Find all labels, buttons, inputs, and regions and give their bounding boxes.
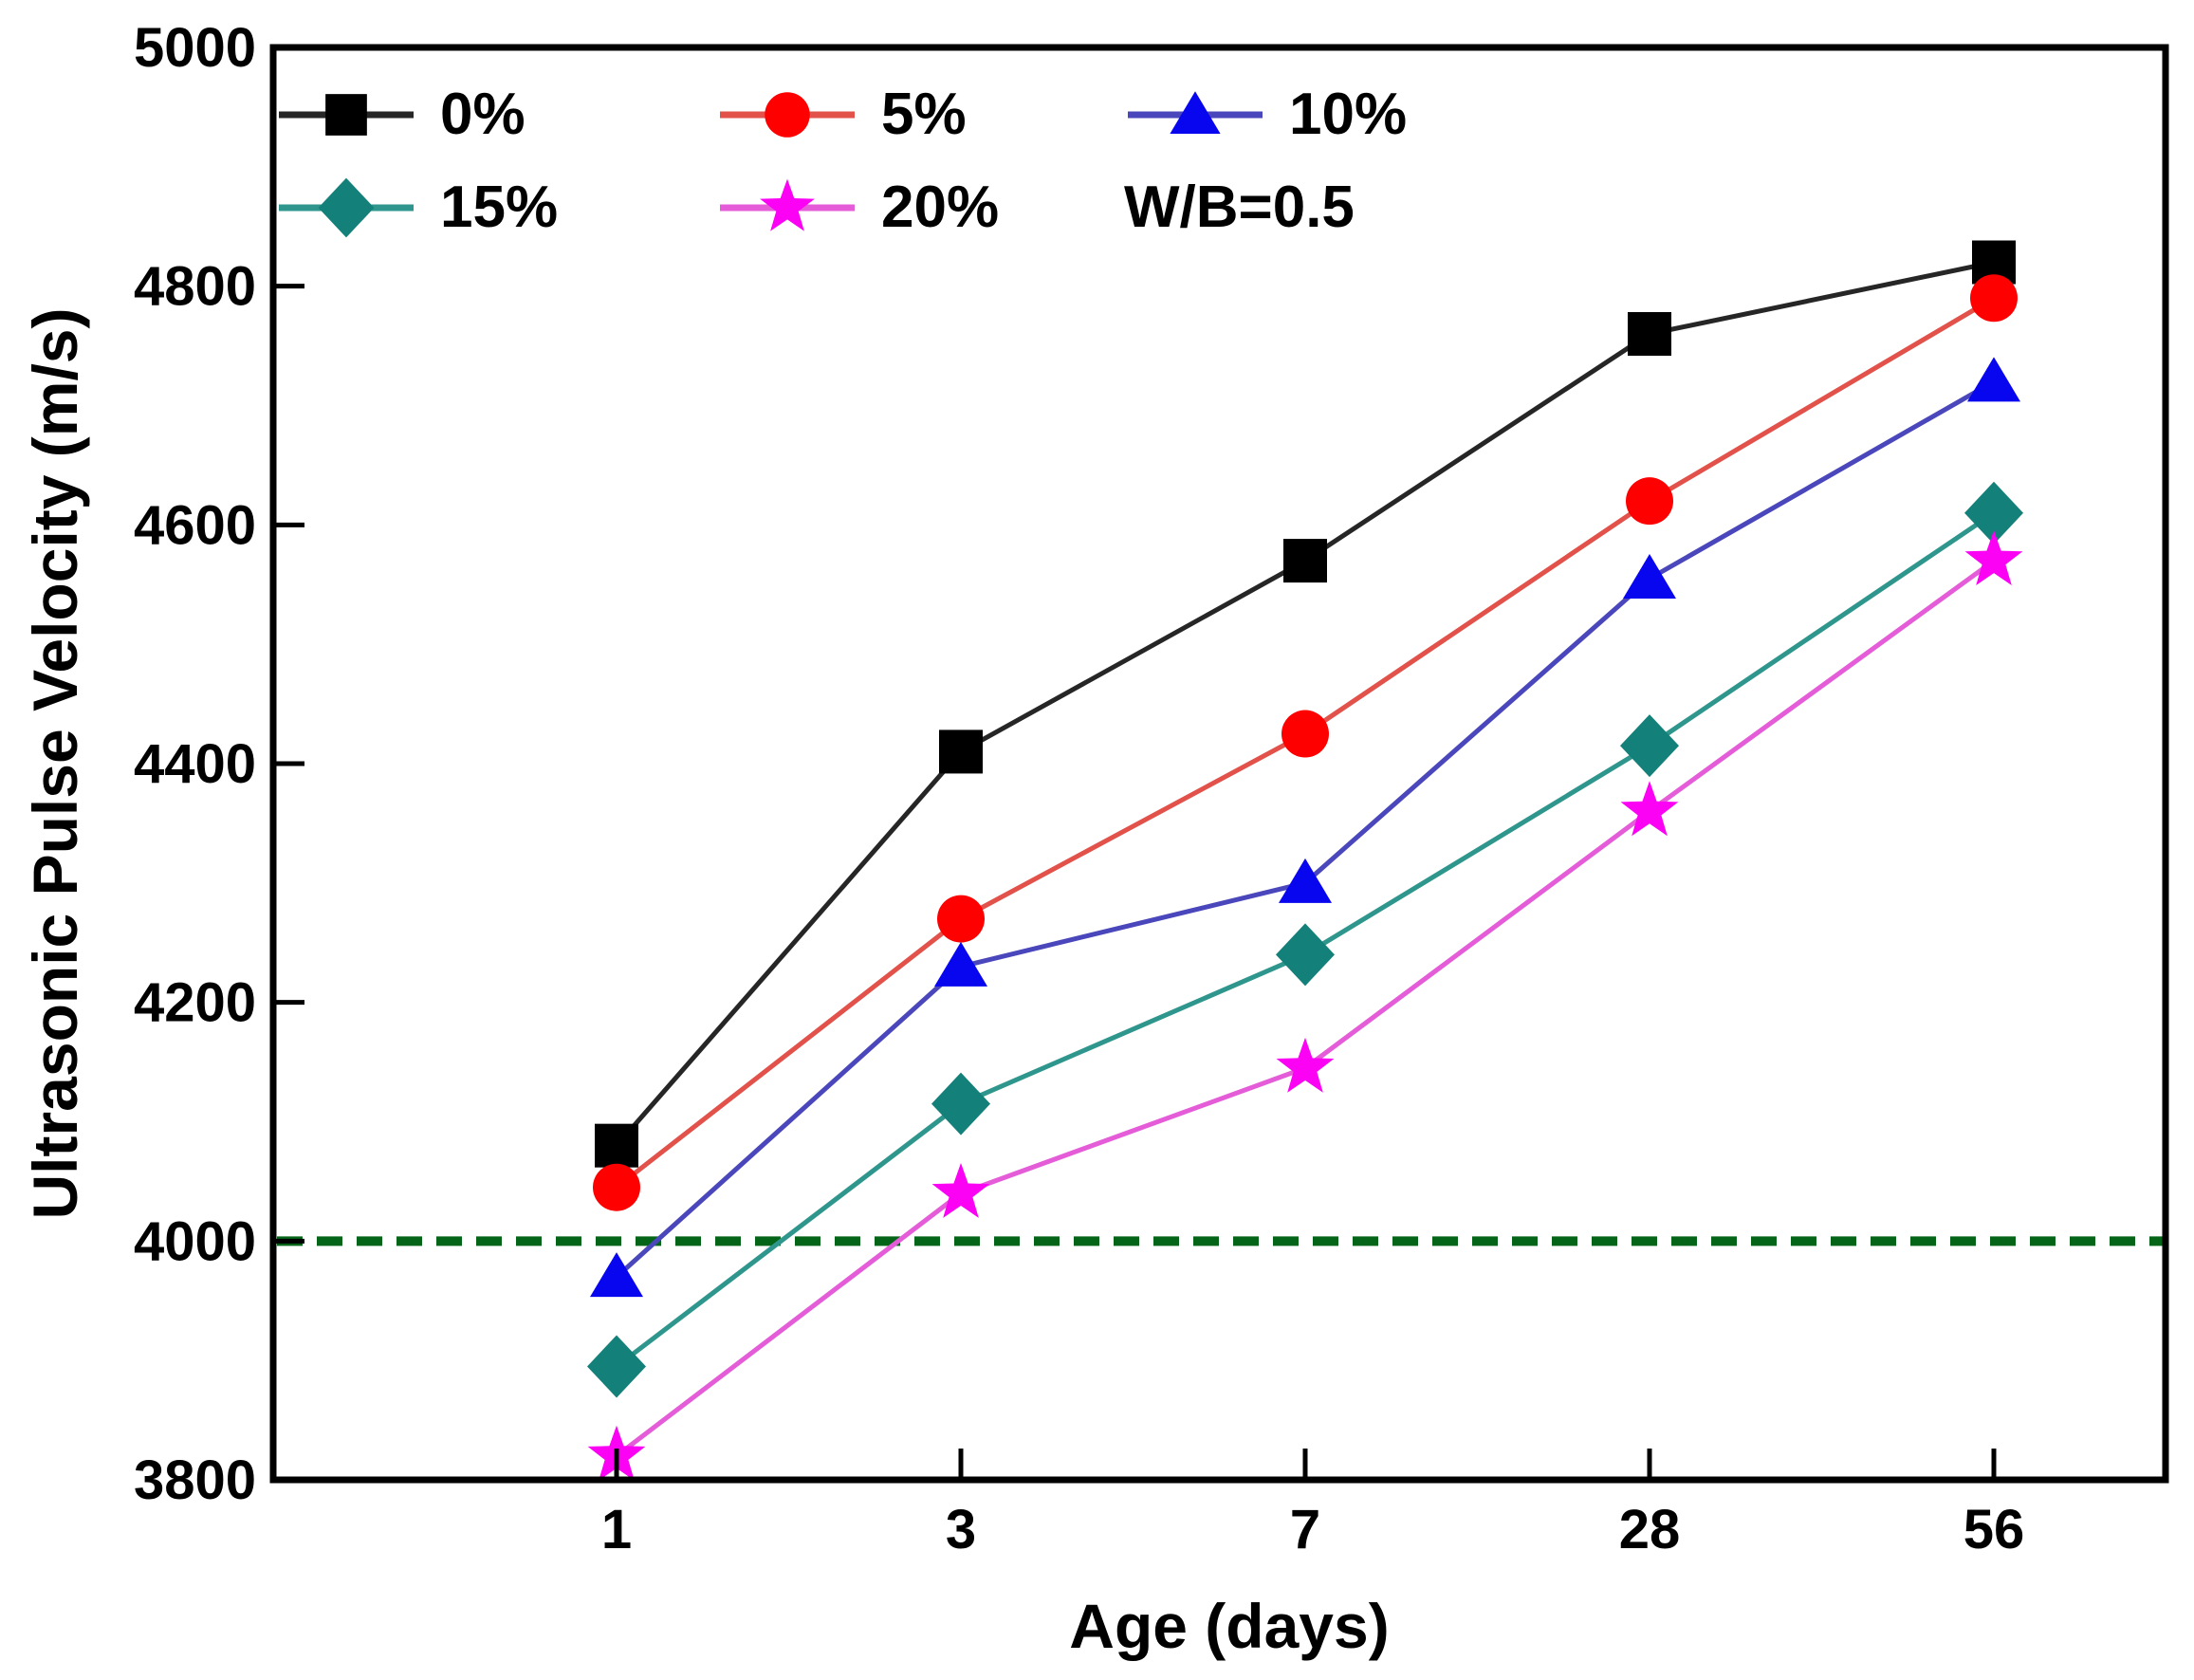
plot-frame [269, 44, 2169, 1484]
marker-diamond [1276, 923, 1335, 987]
legend-item-label: 5% [881, 82, 967, 147]
marker-circle [937, 895, 985, 943]
marker-circle [1281, 710, 1329, 758]
x-tick-label: 3 [946, 1499, 976, 1560]
x-tick-label: 28 [1619, 1499, 1681, 1560]
legend-item: 5% [716, 83, 1124, 146]
marker-triangle [1967, 357, 2020, 402]
marker-diamond [931, 1072, 990, 1135]
legend-marker-triangle [1128, 91, 1263, 134]
marker-triangle [590, 1252, 643, 1298]
legend-item-label: 20% [881, 175, 1000, 240]
x-tick-label: 56 [1964, 1499, 2025, 1560]
y-tick-label: 5000 [134, 17, 256, 79]
legend-item-label: 0% [440, 82, 525, 147]
series-line-0% [615, 260, 1995, 1148]
marker-square [595, 1123, 638, 1168]
marker-diamond [1620, 714, 1679, 778]
x-axis-title: Age (days) [1069, 1591, 1390, 1661]
legend-marker-square [279, 94, 414, 136]
legend-marker-diamond [279, 177, 414, 238]
y-tick-label: 3800 [134, 1449, 256, 1511]
marker-diamond [1964, 481, 2023, 545]
y-tick-label: 4600 [134, 494, 256, 556]
legend-item-label: 10% [1289, 82, 1408, 147]
marker-square [1628, 312, 1671, 356]
marker-star [1276, 1037, 1335, 1093]
y-tick-label: 4200 [134, 972, 256, 1034]
marker-triangle [1170, 91, 1221, 134]
marker-star [760, 178, 815, 231]
legend-item-label: 15% [440, 175, 559, 240]
legend-marker-star [720, 178, 855, 231]
marker-star [931, 1163, 990, 1218]
legend-item: 10% [1124, 83, 1407, 146]
marker-star [1964, 530, 2023, 585]
marker-circle [765, 92, 810, 138]
marker-circle [1970, 274, 2018, 323]
marker-circle [593, 1163, 640, 1211]
legend: 0% 5% 10% 15% 20% W/B=0.5 [275, 83, 1407, 239]
x-tick-label: 1 [601, 1499, 632, 1560]
marker-circle [1626, 477, 1673, 526]
marker-diamond [318, 177, 375, 238]
y-tick-label: 4800 [134, 256, 256, 318]
marker-diamond [587, 1335, 646, 1398]
wb-ratio-annotation: W/B=0.5 [1124, 175, 1355, 240]
x-tick-label: 7 [1290, 1499, 1320, 1560]
marker-square [325, 94, 367, 136]
marker-square [1283, 539, 1327, 583]
y-axis-title: Ultrasonic Pulse Velocity (m/s) [20, 307, 90, 1220]
y-tick-label: 4400 [134, 733, 256, 795]
legend-item: 15% [275, 176, 716, 239]
legend-marker-circle [720, 92, 855, 138]
marker-triangle [1623, 553, 1676, 599]
marker-triangle [1279, 858, 1332, 903]
marker-star [1620, 781, 1679, 837]
marker-triangle [934, 941, 987, 987]
marker-square [939, 729, 983, 774]
y-tick-label: 4000 [134, 1210, 256, 1272]
series-line-10% [615, 379, 1996, 1279]
series-line-20% [615, 559, 1996, 1458]
legend-item: 20% [716, 176, 1124, 239]
legend-item: 0% [275, 83, 716, 146]
